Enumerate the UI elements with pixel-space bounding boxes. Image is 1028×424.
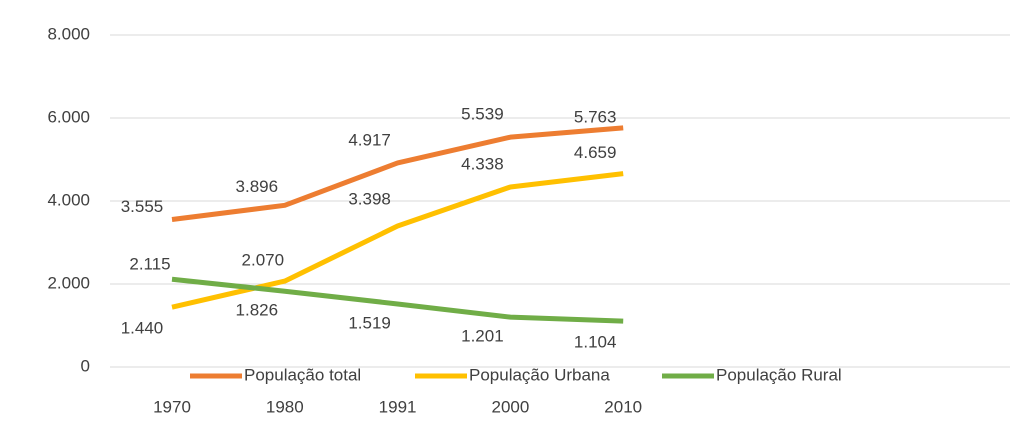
data-label: 4.917 <box>348 130 391 149</box>
data-label: 1.519 <box>348 313 391 332</box>
legend-label: População total <box>244 365 361 384</box>
data-label: 2.115 <box>129 255 170 274</box>
y-tick-label: 4.000 <box>47 190 90 209</box>
data-label: 4.659 <box>574 143 617 162</box>
x-tick-label: 2010 <box>604 397 642 416</box>
data-label: 2.070 <box>242 251 285 270</box>
data-label: 1.826 <box>236 301 279 320</box>
data-label: 3.896 <box>236 177 279 196</box>
data-label: 5.763 <box>574 107 617 126</box>
data-label: 1.201 <box>461 327 504 346</box>
y-tick-label: 6.000 <box>47 107 90 126</box>
series-line <box>171 276 624 324</box>
data-label: 3.555 <box>121 197 164 216</box>
y-tick-label: 2.000 <box>47 273 90 292</box>
x-tick-label: 1980 <box>266 397 304 416</box>
data-label: 4.338 <box>461 154 504 173</box>
x-tick-label: 1970 <box>153 397 191 416</box>
data-label: 1.104 <box>574 333 617 352</box>
series-line <box>171 125 624 222</box>
y-tick-label: 8.000 <box>47 24 90 43</box>
legend-label: População Rural <box>716 365 842 384</box>
data-label: 5.539 <box>461 105 504 124</box>
series-line <box>171 171 624 310</box>
data-label: 3.398 <box>348 189 391 208</box>
data-label: 1.440 <box>121 319 164 338</box>
x-tick-label: 2000 <box>491 397 529 416</box>
legend-label: População Urbana <box>469 365 610 384</box>
y-tick-label: 0 <box>81 356 90 375</box>
x-tick-label: 1991 <box>379 397 417 416</box>
